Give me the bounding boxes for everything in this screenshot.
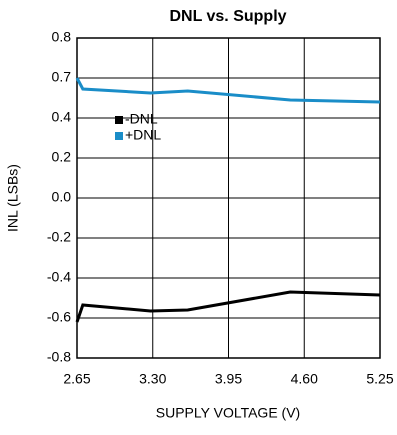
data-line: [75, 290, 381, 323]
legend-label: +DNL: [125, 127, 161, 143]
y-tick-label: -0.4: [47, 269, 71, 285]
legend-label: -DNL: [125, 111, 158, 127]
y-tick-label: -0.2: [47, 229, 71, 245]
data-line: [75, 77, 381, 104]
x-tick-label: 3.30: [139, 371, 166, 387]
y-tick-label: 0.0: [52, 189, 72, 205]
x-tick-label: 3.95: [215, 371, 242, 387]
y-axis-label: INL (LSBs): [5, 164, 21, 232]
y-tick-label: -0.6: [47, 309, 71, 325]
x-tick-label: 4.60: [291, 371, 318, 387]
plot-frame: [76, 37, 381, 359]
chart-title: DNL vs. Supply: [169, 8, 286, 25]
x-axis-label: SUPPLY VOLTAGE (V): [156, 405, 300, 421]
y-tick-label: -0.8: [47, 349, 71, 365]
x-tick-label: 5.25: [366, 371, 393, 387]
legend-swatch: [115, 116, 123, 124]
y-tick-label: 0.4: [52, 109, 72, 125]
legend-swatch: [115, 132, 123, 140]
y-tick-label: 0.8: [52, 29, 72, 45]
y-tick-label: 0.7: [52, 69, 72, 85]
x-tick-label: 2.65: [63, 371, 90, 387]
y-tick-label: 0.2: [52, 149, 72, 165]
